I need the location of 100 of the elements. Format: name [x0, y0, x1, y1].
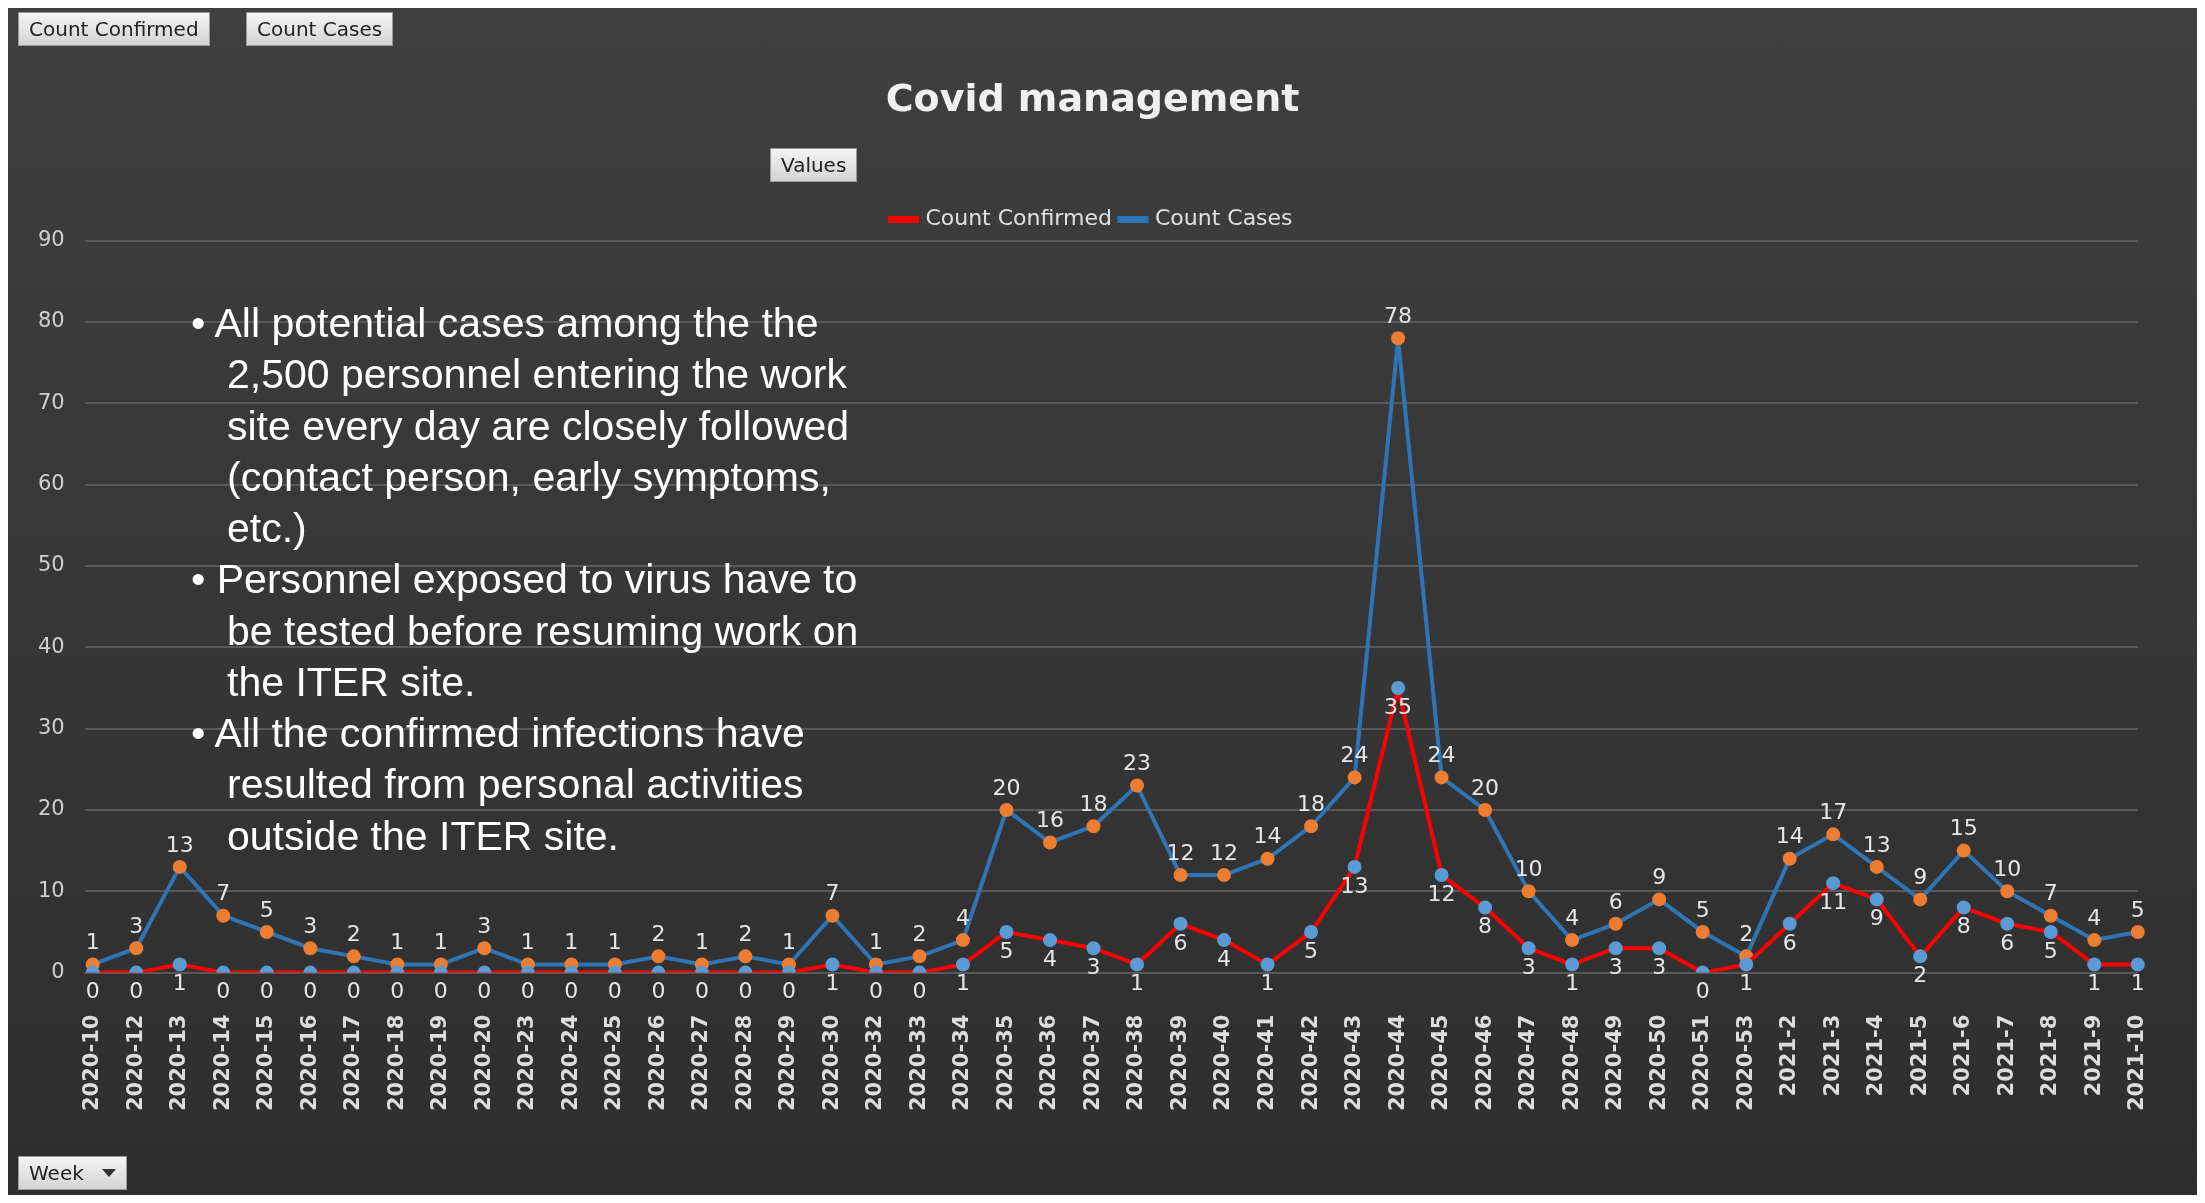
- data-label: 1: [955, 970, 970, 996]
- x-tick-label: 2020-28: [731, 1014, 756, 1111]
- legend-label: Count Confirmed: [925, 205, 1112, 231]
- data-label: 0: [607, 978, 622, 1004]
- x-tick-label: 2020-38: [1123, 1014, 1148, 1111]
- data-label: 0: [259, 978, 274, 1004]
- data-label: 13: [165, 831, 194, 857]
- x-tick-label: 2020-46: [1471, 1014, 1496, 1111]
- x-tick-label: 2020-33: [905, 1014, 930, 1111]
- data-label: 1: [520, 929, 535, 955]
- data-label: 2: [738, 921, 753, 947]
- x-tick-label: 2020-40: [1210, 1014, 1235, 1111]
- x-tick-label: 2020-18: [383, 1014, 408, 1111]
- x-tick-label: 2020-15: [253, 1014, 278, 1111]
- x-tick-label: 2020-41: [1254, 1014, 1279, 1111]
- data-label: 4: [1565, 904, 1580, 930]
- data-label: 10: [1514, 856, 1543, 881]
- data-label: 3: [477, 912, 492, 938]
- data-label: 12: [1210, 839, 1239, 865]
- x-tick-label: 2020-17: [340, 1014, 365, 1111]
- data-label: 4: [2087, 904, 2102, 930]
- data-label: 6: [2000, 929, 2015, 955]
- x-tick-label: 2020-32: [862, 1014, 887, 1111]
- x-tick-label: 2021-8: [2037, 1014, 2062, 1097]
- data-label: 14: [1775, 823, 1804, 849]
- x-tick-label: 2020-44: [1384, 1014, 1409, 1111]
- data-label: 0: [433, 978, 448, 1004]
- data-label: 17: [1819, 799, 1848, 825]
- x-tick-label: 2020-20: [470, 1014, 495, 1111]
- y-tick-label: 20: [37, 796, 65, 821]
- data-label: 9: [1913, 864, 1928, 890]
- data-label: 1: [433, 929, 448, 955]
- y-tick-label: 80: [37, 308, 65, 333]
- y-tick-label: 50: [37, 552, 65, 577]
- data-label: 78: [1384, 302, 1413, 328]
- data-label: 1: [2130, 970, 2145, 996]
- y-tick-label: 90: [37, 227, 65, 252]
- y-tick-label: 10: [37, 877, 65, 902]
- data-label: 0: [781, 978, 796, 1004]
- data-label: 0: [216, 978, 231, 1004]
- x-tick-label: 2020-34: [949, 1014, 974, 1111]
- data-label: 13: [1862, 831, 1891, 857]
- data-label: 4: [955, 904, 970, 930]
- data-label: 18: [1079, 790, 1108, 816]
- x-tick-label: 2020-14: [209, 1014, 234, 1111]
- x-tick-label: 2020-35: [992, 1014, 1017, 1111]
- data-label: 11: [1819, 888, 1848, 914]
- data-label: 23: [1123, 750, 1152, 776]
- data-label: 10: [1993, 856, 2022, 881]
- x-tick-label: 2021-3: [1819, 1014, 1844, 1097]
- data-label: 0: [85, 978, 100, 1004]
- data-label: 5: [1304, 937, 1319, 963]
- x-tick-label: 2020-37: [1079, 1014, 1104, 1111]
- data-label: 7: [2043, 880, 2058, 906]
- data-label: 1: [2087, 970, 2102, 996]
- data-label: 2: [912, 921, 927, 947]
- x-tick-label: 2020-24: [557, 1014, 582, 1111]
- text: Count Confirmed: [18, 12, 210, 46]
- data-label: 0: [390, 978, 405, 1004]
- data-label: 1: [607, 929, 622, 955]
- data-label: 1: [825, 970, 840, 996]
- data-label: 1: [85, 929, 100, 955]
- data-label: 1: [172, 970, 187, 996]
- data-label: 18: [1297, 790, 1326, 816]
- data-label: 5: [2043, 937, 2058, 963]
- text: Values: [770, 148, 858, 182]
- data-label: 0: [520, 978, 535, 1004]
- data-label: 3: [1608, 953, 1623, 979]
- x-tick-label: 2020-29: [775, 1014, 800, 1111]
- data-label: 0: [564, 978, 579, 1004]
- data-label: 15: [1949, 815, 1978, 841]
- x-tick-label: 2020-26: [644, 1014, 669, 1111]
- data-label: 7: [825, 880, 840, 906]
- data-label: 3: [1086, 953, 1101, 979]
- x-tick-label: 2021-4: [1863, 1014, 1888, 1097]
- x-tick-label: 2021-9: [2080, 1014, 2105, 1097]
- data-label: 0: [868, 978, 883, 1004]
- data-label: 6: [1173, 929, 1188, 955]
- data-label: 3: [303, 912, 318, 938]
- annotation: • All the confirmed infections have resulted from personal activities outside the ITER site.: [191, 709, 806, 861]
- data-label: 1: [564, 929, 579, 955]
- data-label: 1: [390, 929, 405, 955]
- x-tick-label: 2020-10: [79, 1014, 104, 1111]
- data-label: 4: [1042, 945, 1057, 971]
- data-label: 3: [129, 912, 144, 938]
- data-label: 20: [1471, 774, 1500, 800]
- data-label: 2: [346, 921, 361, 947]
- x-tick-label: 2020-51: [1689, 1014, 1714, 1111]
- data-label: 9: [1869, 905, 1884, 931]
- x-tick-label: 2020-27: [688, 1014, 713, 1111]
- y-tick-label: 0: [51, 959, 65, 984]
- x-tick-label: 2020-47: [1515, 1014, 1540, 1111]
- data-label: 2: [1739, 921, 1754, 947]
- data-label: 0: [303, 978, 318, 1004]
- x-tick-label: 2021-6: [1950, 1014, 1975, 1097]
- x-tick-label: 2021-2: [1776, 1014, 1801, 1097]
- data-label: 6: [1608, 888, 1623, 914]
- text: Week: [29, 1161, 84, 1185]
- data-label: 0: [346, 978, 361, 1004]
- data-label: 6: [1782, 929, 1797, 955]
